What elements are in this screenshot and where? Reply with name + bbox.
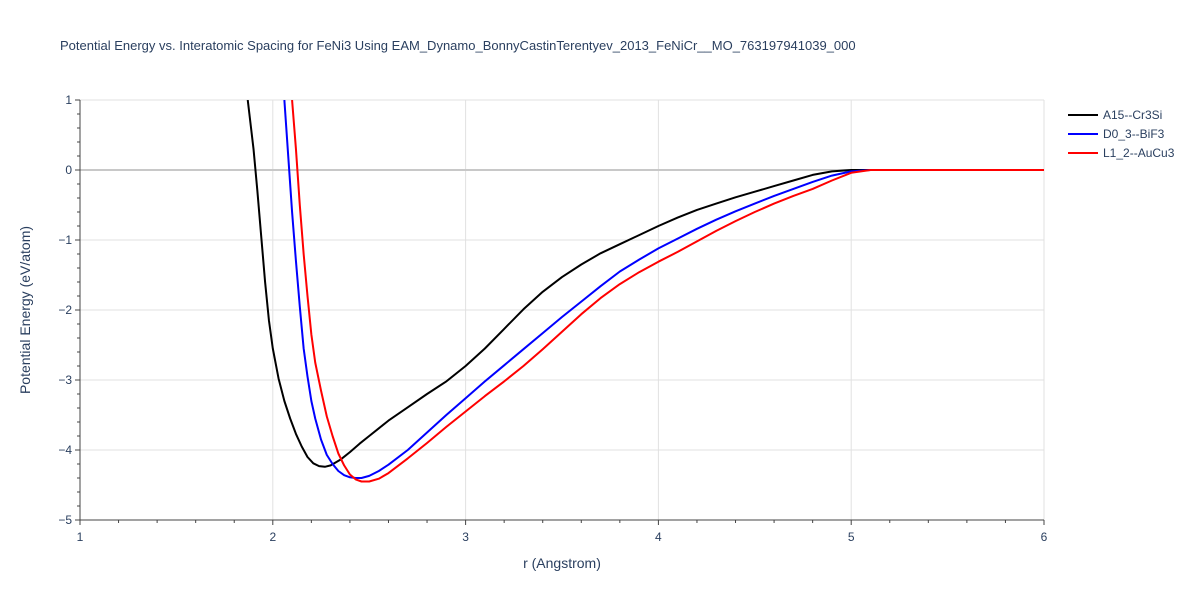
legend-label: D0_3--BiF3 [1103, 127, 1165, 141]
x-tick-label: 1 [77, 530, 84, 544]
y-axis-title: Potential Energy (eV/atom) [17, 226, 33, 394]
grid [79, 99, 1045, 521]
y-tick-label: −2 [58, 303, 72, 317]
x-tick-label: 5 [848, 530, 855, 544]
y-tick-label: −1 [58, 233, 72, 247]
x-axis-ticks: 1 2 3 4 5 6 [77, 520, 1048, 544]
x-tick-label: 3 [462, 530, 469, 544]
series-line-0 [246, 100, 1044, 468]
series-layer [246, 100, 1044, 483]
chart-title: Potential Energy vs. Interatomic Spacing… [60, 38, 856, 53]
legend[interactable]: A15--Cr3Si D0_3--BiF3 L1_2--AuCu3 [1068, 108, 1175, 160]
y-axis-ticks: 1 0 −1 −2 −3 −4 −5 [58, 93, 80, 527]
legend-label: A15--Cr3Si [1103, 108, 1162, 122]
x-axis-title: r (Angstrom) [523, 555, 601, 571]
series-line-1 [283, 100, 1044, 479]
y-tick-label: 1 [65, 93, 72, 107]
series-line-2 [291, 100, 1044, 483]
legend-item[interactable]: D0_3--BiF3 [1068, 127, 1165, 141]
y-tick-label: −4 [58, 443, 72, 457]
y-tick-label: −3 [58, 373, 72, 387]
y-tick-label: 0 [65, 163, 72, 177]
y-tick-label: −5 [58, 513, 72, 527]
x-tick-label: 2 [269, 530, 276, 544]
legend-label: L1_2--AuCu3 [1103, 146, 1175, 160]
legend-item[interactable]: L1_2--AuCu3 [1068, 146, 1175, 160]
legend-item[interactable]: A15--Cr3Si [1068, 108, 1162, 122]
x-tick-label: 4 [655, 530, 662, 544]
x-tick-label: 6 [1041, 530, 1048, 544]
